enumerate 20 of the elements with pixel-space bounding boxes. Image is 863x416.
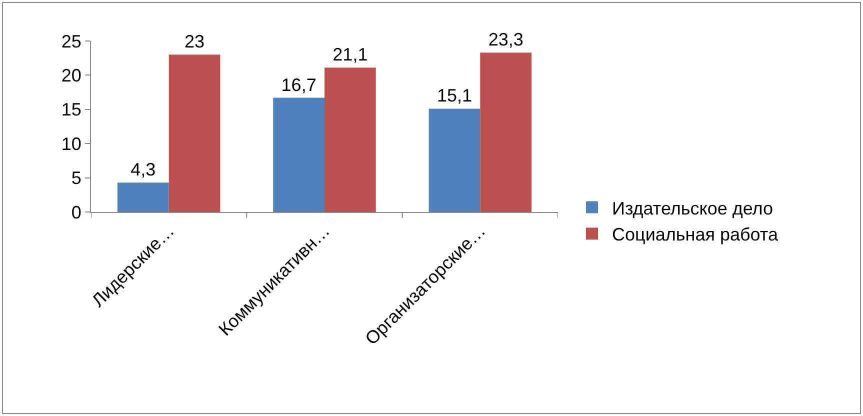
data-label: 23	[184, 32, 205, 52]
bar	[324, 68, 376, 212]
bar	[168, 54, 220, 212]
y-tick-label: 5	[71, 168, 82, 188]
bar	[480, 52, 532, 212]
legend-label: Издательское дело	[612, 198, 773, 218]
y-tick-label: 0	[71, 202, 82, 222]
data-label: 4,3	[130, 160, 156, 180]
bar	[273, 98, 324, 212]
data-label: 23,3	[488, 30, 524, 50]
data-label: 16,7	[281, 74, 316, 95]
y-tick-label: 20	[61, 66, 82, 86]
data-label: 15,1	[436, 86, 472, 106]
y-tick-label: 25	[61, 31, 82, 52]
legend-label: Социальная работа	[612, 224, 779, 245]
y-tick-label: 10	[61, 134, 82, 154]
bar	[117, 182, 169, 212]
y-tick-label: 15	[61, 100, 82, 120]
data-label: 21,1	[332, 44, 368, 65]
bar	[428, 108, 480, 212]
